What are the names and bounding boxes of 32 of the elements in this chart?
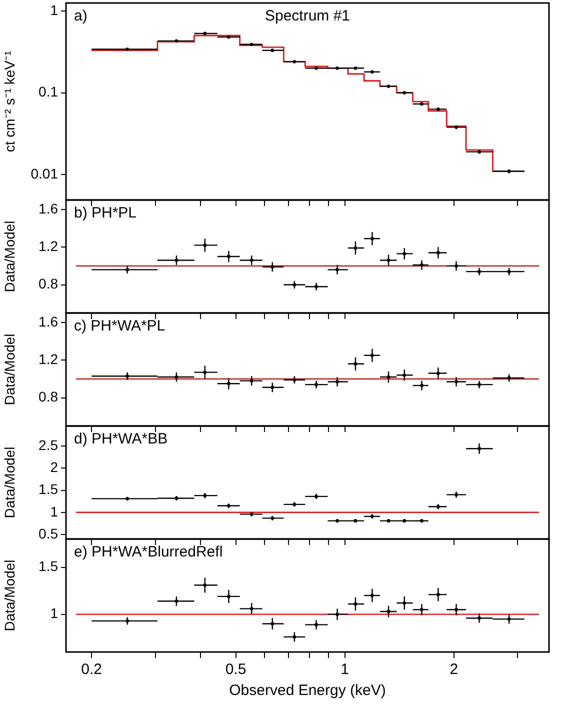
- y-tick-label: 1.6: [38, 313, 58, 330]
- annotation: d) PH*WA*BB: [74, 430, 168, 448]
- y-tick-label: 1: [50, 605, 58, 622]
- y-tick-label: 0.8: [38, 388, 58, 405]
- y-tick-label: 1.2: [38, 238, 58, 254]
- y-tick-label: 1.2: [38, 350, 58, 367]
- y-tick-label: 1: [50, 503, 58, 520]
- annotation: b) PH*PL: [74, 204, 137, 222]
- y-tick-label: 0.1: [38, 84, 58, 100]
- y-tick-label: 1.5: [38, 481, 58, 498]
- annotation: e) PH*WA*BlurredRefl: [74, 544, 223, 561]
- y-axis-title: Data/Model: [1, 220, 18, 292]
- chart-title: Spectrum #1: [264, 8, 350, 25]
- y-tick-label: 2.5: [38, 436, 58, 453]
- y-tick-label: 1: [50, 2, 58, 18]
- y-tick-label: 0.01: [30, 166, 58, 182]
- x-tick-label: 0.5: [225, 661, 246, 678]
- x-axis-title: Observed Energy (keV): [229, 682, 386, 700]
- y-tick-label: 1.6: [38, 200, 58, 216]
- y-axis-title: ct cm⁻² s⁻¹ keV⁻¹: [1, 50, 18, 152]
- y-tick-label: 2: [50, 458, 58, 475]
- y-tick-label: 0.8: [38, 276, 58, 292]
- annotation: a): [74, 8, 88, 25]
- y-tick-label: 0.5: [38, 525, 58, 542]
- y-axis-title: Data/Model: [1, 334, 18, 406]
- x-tick-label: 1: [340, 661, 350, 678]
- annotation: c) PH*WA*PL: [74, 318, 166, 335]
- y-tick-label: 1.5: [38, 558, 58, 574]
- y-axis-title: Data/Model: [1, 560, 18, 632]
- x-tick-label: 2: [450, 661, 458, 678]
- y-axis-title: Data/Model: [1, 446, 18, 518]
- x-tick-label: 0.2: [81, 661, 102, 678]
